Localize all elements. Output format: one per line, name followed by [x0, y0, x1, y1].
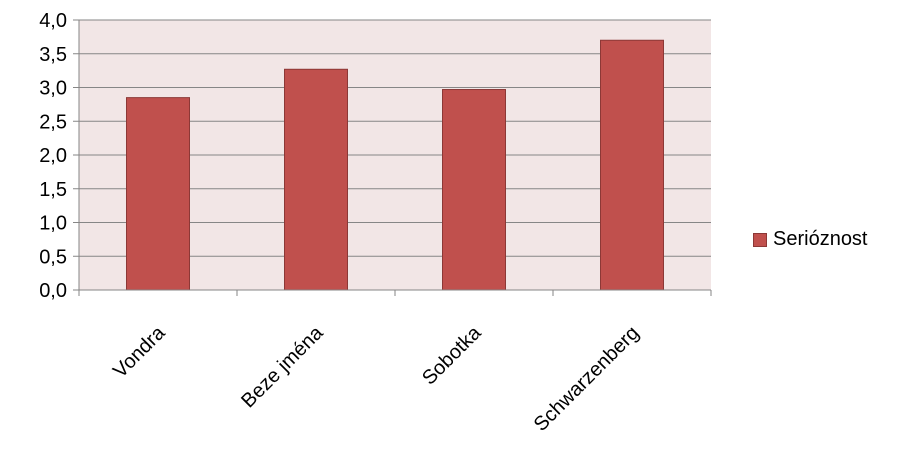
bar [600, 39, 664, 291]
y-tick-label: 4,0 [39, 10, 67, 32]
x-tick-label: Sobotka [418, 321, 486, 389]
y-tick-label: 2,0 [39, 145, 67, 167]
legend-swatch [753, 232, 767, 247]
legend-label: Serióznost [773, 228, 868, 250]
y-tick-label: 0,5 [39, 246, 67, 268]
bar [284, 68, 348, 291]
y-tick-label: 2,5 [39, 111, 67, 133]
x-tick-label: Beze jména [237, 321, 328, 412]
y-tick-label: 3,5 [39, 44, 67, 66]
x-tick-label: Vondra [109, 321, 170, 382]
y-tick-label: 1,5 [39, 179, 67, 201]
bar [126, 97, 190, 291]
y-tick-label: 3,0 [39, 78, 67, 100]
legend: Serióznost [753, 228, 868, 251]
bar [442, 89, 506, 291]
y-tick-label: 0,0 [39, 280, 67, 302]
y-tick-label: 1,0 [39, 213, 67, 235]
x-tick-label: Schwarzenberg [530, 322, 644, 436]
